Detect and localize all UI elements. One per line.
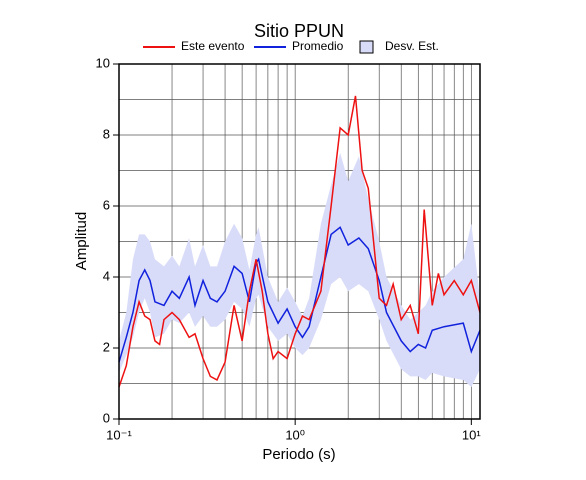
legend-swatch (359, 40, 374, 54)
legend-label: Este evento (181, 39, 245, 53)
y-tick-label: 6 (103, 197, 110, 212)
chart-title: Sitio PPUN (254, 21, 344, 41)
x-tick-label: 10⁻¹ (106, 427, 132, 442)
y-axis-label: Amplitud (73, 212, 90, 270)
series-line (118, 95, 481, 388)
x-tick-label: 10¹ (462, 427, 481, 442)
y-tick-label: 0 (103, 410, 110, 425)
legend-label: Promedio (292, 39, 344, 53)
y-tick-label: 2 (103, 339, 110, 354)
y-tick-label: 10 (96, 55, 110, 70)
legend-label: Desv. Est. (385, 39, 439, 53)
y-tick-label: 4 (103, 268, 110, 283)
x-tick-label: 10⁰ (285, 427, 305, 442)
plot-frame (118, 63, 481, 420)
x-axis-label: Periodo (s) (262, 446, 335, 463)
series-line (118, 226, 481, 363)
y-tick-label: 8 (103, 126, 110, 141)
std-band (119, 152, 480, 388)
